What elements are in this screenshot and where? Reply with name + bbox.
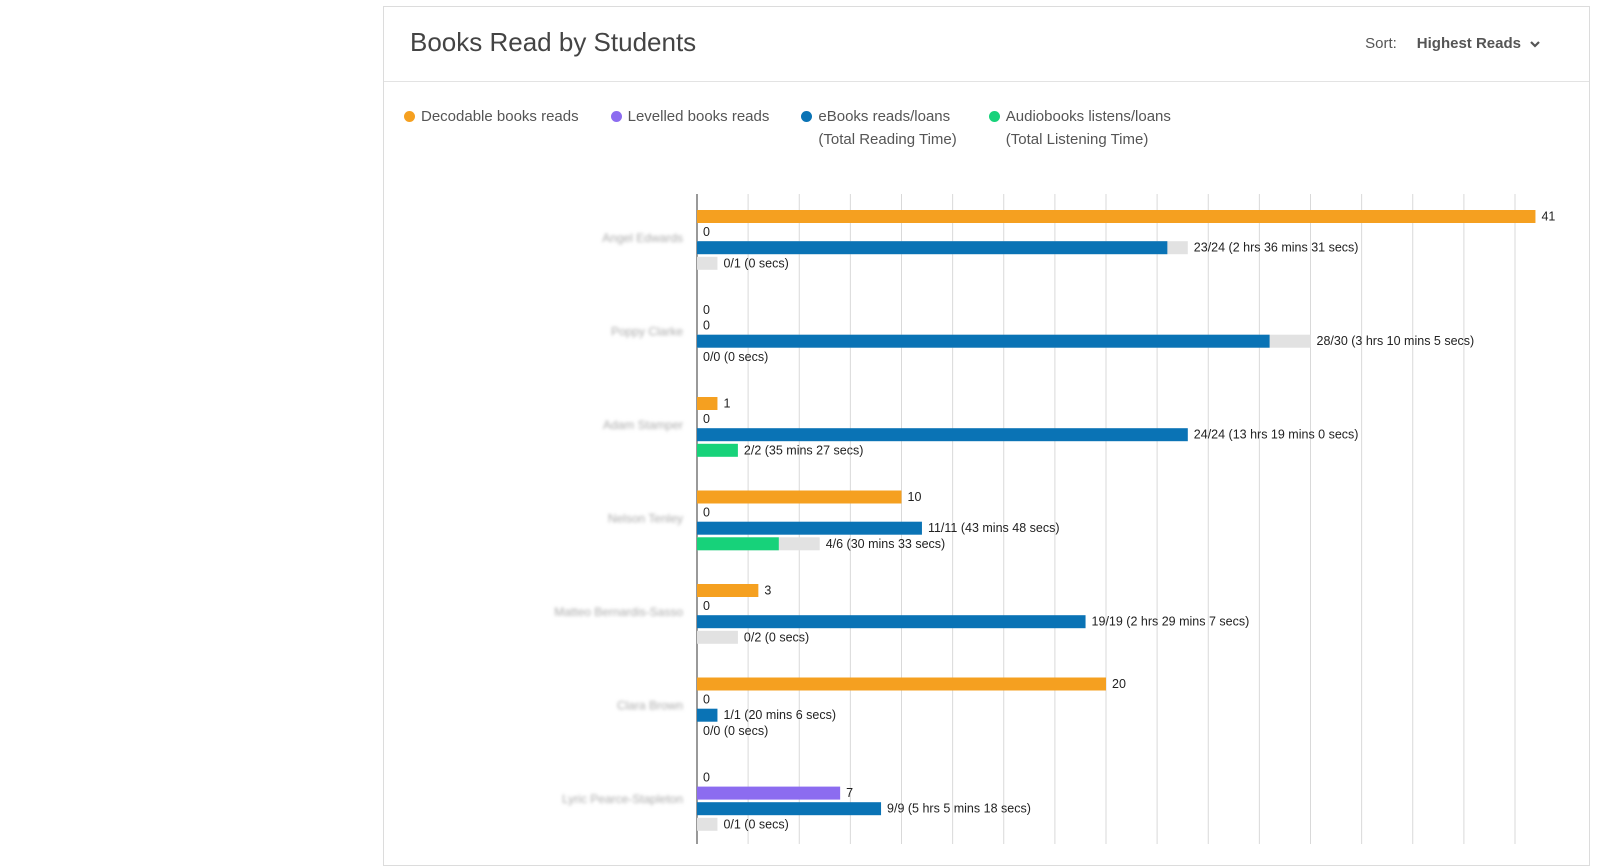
legend-sublabel: (Total Reading Time) xyxy=(818,131,957,148)
sort-control: Sort: Highest Reads xyxy=(1365,35,1541,52)
card-title: Books Read by Students xyxy=(410,27,697,57)
sort-dropdown[interactable]: Highest Reads xyxy=(1417,35,1541,52)
sort-label: Sort: xyxy=(1365,35,1397,52)
card-header: Books Read by Students Sort: Highest Rea… xyxy=(384,7,1589,82)
legend-item-audiobooks[interactable]: Audiobooks listens/loans (Total Listenin… xyxy=(988,105,1171,151)
legend-label: eBooks reads/loans xyxy=(818,108,951,125)
legend-dot xyxy=(610,111,622,122)
legend-sublabel: (Total Listening Time) xyxy=(1005,131,1149,148)
legend-dot xyxy=(801,111,813,122)
sort-value: Highest Reads xyxy=(1416,35,1521,52)
legend-dot xyxy=(404,111,415,122)
legend-label: Levelled books reads xyxy=(627,108,770,125)
legend-item-levelled[interactable]: Levelled books reads xyxy=(610,105,770,151)
legend-label: Audiobooks listens/loans xyxy=(1005,108,1171,125)
legend-item-decodable[interactable]: Decodable books reads xyxy=(404,105,579,151)
books-read-card: Books Read by Students Sort: Highest Rea… xyxy=(383,6,1590,866)
chart-legend: Decodable books reads Levelled books rea… xyxy=(404,105,1203,151)
legend-dot xyxy=(988,111,1000,122)
legend-label: Decodable books reads xyxy=(421,108,579,125)
chevron-down-icon xyxy=(1530,40,1540,48)
legend-item-ebooks[interactable]: eBooks reads/loans (Total Reading Time) xyxy=(801,105,957,151)
